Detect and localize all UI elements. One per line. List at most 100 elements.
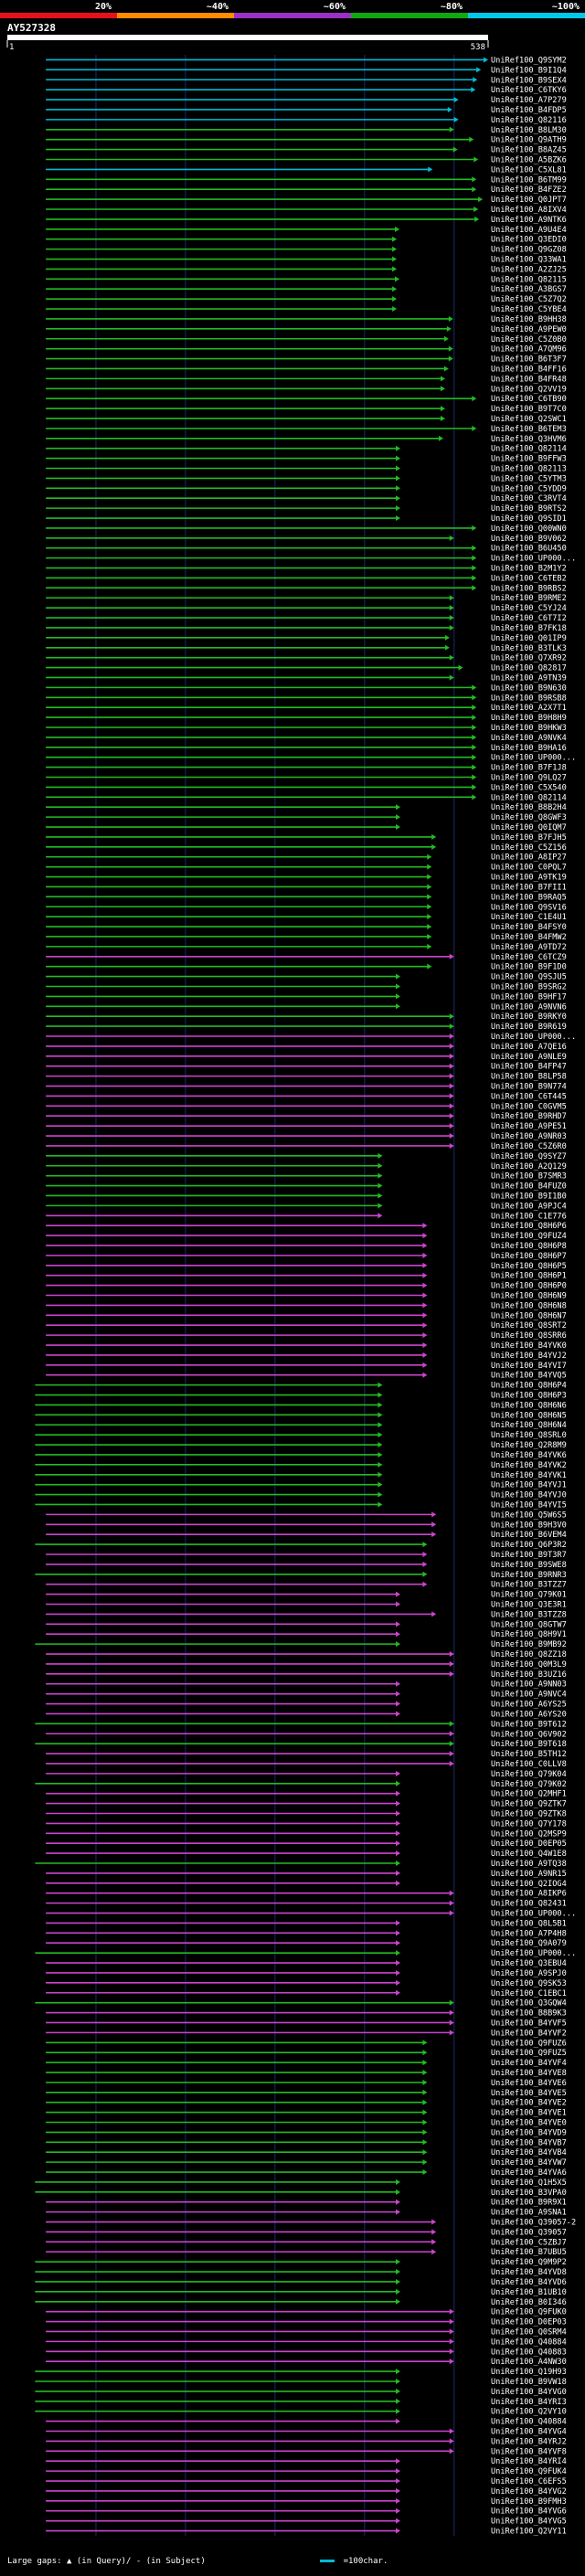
- hit-label[interactable]: UniRef100_Q8H6P7: [491, 1252, 567, 1261]
- hit-label[interactable]: UniRef100_Q8SRL0: [491, 1431, 567, 1440]
- hit-label[interactable]: UniRef100_Q9SYZ7: [491, 1152, 567, 1161]
- hit-label[interactable]: UniRef100_B6TM99: [491, 175, 567, 185]
- hit-label[interactable]: UniRef100_Q9ZTK8: [491, 1809, 567, 1818]
- hit-label[interactable]: UniRef100_B9RAQ5: [491, 893, 567, 902]
- hit-label[interactable]: UniRef100_B4FZE2: [491, 186, 567, 195]
- hit-label[interactable]: UniRef100_A9NVN6: [491, 1002, 567, 1012]
- hit-label[interactable]: UniRef100_Q9A079: [491, 1939, 567, 1948]
- hit-label[interactable]: UniRef100_B4YVG6: [491, 2507, 567, 2517]
- hit-label[interactable]: UniRef100_B9HH38: [491, 315, 567, 324]
- hit-label[interactable]: UniRef100_C5YJ24: [491, 604, 567, 613]
- hit-label[interactable]: UniRef100_Q8GTW7: [491, 1620, 567, 1629]
- hit-label[interactable]: UniRef100_Q82113: [491, 465, 567, 474]
- hit-label[interactable]: UniRef100_B4YVJ1: [491, 1481, 567, 1490]
- hit-label[interactable]: UniRef100_Q8H6P4: [491, 1382, 567, 1391]
- hit-label[interactable]: UniRef100_C6TKY6: [491, 86, 567, 95]
- hit-label[interactable]: UniRef100_Q9FUK0: [491, 2308, 567, 2317]
- hit-label[interactable]: UniRef100_B4YVJ0: [491, 1491, 567, 1500]
- hit-label[interactable]: UniRef100_B9SWE8: [491, 1561, 567, 1570]
- hit-label[interactable]: UniRef100_B9FMH3: [491, 2497, 567, 2507]
- hit-label[interactable]: UniRef100_B4YVD6: [491, 2278, 567, 2287]
- hit-label[interactable]: UniRef100_Q3EBU4: [491, 1959, 567, 1968]
- hit-label[interactable]: UniRef100_B6VEM4: [491, 1531, 567, 1540]
- hit-label[interactable]: UniRef100_B9R9X1: [491, 2199, 567, 2208]
- hit-label[interactable]: UniRef100_B6T3F7: [491, 355, 567, 365]
- hit-label[interactable]: UniRef100_B9N630: [491, 684, 567, 693]
- hit-label[interactable]: UniRef100_Q7Y178: [491, 1819, 567, 1829]
- hit-label[interactable]: UniRef100_C1E4U1: [491, 913, 567, 922]
- hit-label[interactable]: UniRef100_B4YVJ2: [491, 1352, 567, 1361]
- hit-label[interactable]: UniRef100_A9TD72: [491, 943, 567, 952]
- hit-label[interactable]: UniRef100_B4YVW7: [491, 2158, 567, 2168]
- hit-label[interactable]: UniRef100_B4YVE1: [491, 2109, 567, 2118]
- hit-label[interactable]: UniRef100_Q2SWC1: [491, 415, 567, 424]
- hit-label[interactable]: UniRef100_Q0SRM4: [491, 2327, 567, 2337]
- hit-label[interactable]: UniRef100_Q9FUK4: [491, 2467, 567, 2476]
- hit-label[interactable]: UniRef100_B8B9K3: [491, 2009, 567, 2019]
- hit-label[interactable]: UniRef100_C0GVM5: [491, 1102, 567, 1111]
- hit-label[interactable]: UniRef100_C0PQL7: [491, 864, 567, 873]
- hit-label[interactable]: UniRef100_B4YVK6: [491, 1451, 567, 1460]
- hit-label[interactable]: UniRef100_C6TCZ9: [491, 953, 567, 962]
- hit-label[interactable]: UniRef100_A3BGS7: [491, 285, 567, 294]
- hit-label[interactable]: UniRef100_A9PJC4: [491, 1202, 567, 1211]
- hit-label[interactable]: UniRef100_Q82115: [491, 275, 567, 284]
- hit-label[interactable]: UniRef100_A9PEW0: [491, 325, 567, 334]
- hit-label[interactable]: UniRef100_D0EP05: [491, 1839, 567, 1849]
- hit-label[interactable]: UniRef100_B4FR48: [491, 375, 567, 384]
- hit-label[interactable]: UniRef100_Q2VY11: [491, 2528, 567, 2536]
- hit-label[interactable]: UniRef100_B3TLK3: [491, 644, 567, 653]
- hit-label[interactable]: UniRef100_B9I1Q4: [491, 66, 567, 75]
- hit-label[interactable]: UniRef100_B9HA16: [491, 744, 567, 753]
- hit-label[interactable]: UniRef100_B9HF17: [491, 992, 567, 1002]
- hit-label[interactable]: UniRef100_B9H3V0: [491, 1521, 567, 1530]
- hit-label[interactable]: UniRef100_A6YS20: [491, 1710, 567, 1719]
- hit-label[interactable]: UniRef100_C6T7I2: [491, 614, 567, 623]
- hit-label[interactable]: UniRef100_B4YVE6: [491, 2079, 567, 2088]
- hit-label[interactable]: UniRef100_B3TZZ8: [491, 1610, 567, 1619]
- hit-label[interactable]: UniRef100_UP000...: [491, 754, 576, 763]
- hit-label[interactable]: UniRef100_C5ZBJ7: [491, 2238, 567, 2247]
- hit-label[interactable]: UniRef100_B3VPA0: [491, 2189, 567, 2198]
- hit-label[interactable]: UniRef100_B8LM30: [491, 126, 567, 135]
- hit-label[interactable]: UniRef100_A9U4E4: [491, 226, 567, 235]
- hit-label[interactable]: UniRef100_B4YRI4: [491, 2457, 567, 2466]
- hit-label[interactable]: UniRef100_B9FFW3: [491, 455, 567, 464]
- hit-label[interactable]: UniRef100_A9NVC4: [491, 1691, 567, 1700]
- hit-label[interactable]: UniRef100_B4YVI5: [491, 1500, 567, 1510]
- hit-label[interactable]: UniRef100_B4YVG2: [491, 2487, 567, 2496]
- hit-label[interactable]: UniRef100_B9RKY0: [491, 1012, 567, 1022]
- hit-label[interactable]: UniRef100_Q39057: [491, 2228, 567, 2237]
- hit-label[interactable]: UniRef100_Q6V902: [491, 1730, 567, 1739]
- hit-label[interactable]: UniRef100_UP000...: [491, 1910, 576, 1919]
- hit-label[interactable]: UniRef100_Q8H6P3: [491, 1392, 567, 1401]
- hit-label[interactable]: UniRef100_Q8L5B1: [491, 1919, 567, 1928]
- hit-label[interactable]: UniRef100_A9NR03: [491, 1132, 567, 1141]
- hit-label[interactable]: UniRef100_B9R619: [491, 1023, 567, 1032]
- hit-label[interactable]: UniRef100_Q82114: [491, 793, 567, 802]
- hit-label[interactable]: UniRef100_B4YVK2: [491, 1461, 567, 1470]
- hit-label[interactable]: UniRef100_B9HKW3: [491, 724, 567, 733]
- hit-label[interactable]: UniRef100_A9NVK4: [491, 734, 567, 743]
- hit-label[interactable]: UniRef100_Q2VY10: [491, 2408, 567, 2417]
- hit-label[interactable]: UniRef100_Q3EDI0: [491, 236, 567, 245]
- hit-label[interactable]: UniRef100_Q8SRR6: [491, 1331, 567, 1341]
- hit-label[interactable]: UniRef100_A9TN39: [491, 673, 567, 683]
- hit-label[interactable]: UniRef100_B4YRI3: [491, 2398, 567, 2407]
- hit-label[interactable]: UniRef100_Q82817: [491, 664, 567, 673]
- hit-label[interactable]: UniRef100_Q1H5X5: [491, 2178, 567, 2188]
- hit-label[interactable]: UniRef100_Q8H6P6: [491, 1222, 567, 1231]
- hit-label[interactable]: UniRef100_A2Q129: [491, 1162, 567, 1171]
- hit-label[interactable]: UniRef100_Q40884: [491, 2337, 567, 2347]
- hit-label[interactable]: UniRef100_B4FUZ0: [491, 1182, 567, 1192]
- hit-label[interactable]: UniRef100_B9H8H9: [491, 714, 567, 723]
- hit-label[interactable]: UniRef100_B7F1J8: [491, 764, 567, 773]
- hit-label[interactable]: UniRef100_Q39057-2: [491, 2219, 576, 2228]
- hit-label[interactable]: UniRef100_A7P4H8: [491, 1929, 567, 1938]
- hit-label[interactable]: UniRef100_Q79K01: [491, 1591, 567, 1600]
- hit-label[interactable]: UniRef100_A9NR15: [491, 1870, 567, 1879]
- hit-label[interactable]: UniRef100_B4YVB4: [491, 2148, 567, 2157]
- hit-label[interactable]: UniRef100_C6TEB2: [491, 574, 567, 583]
- hit-label[interactable]: UniRef100_Q8ZZ18: [491, 1650, 567, 1659]
- hit-label[interactable]: UniRef100_B4YVE5: [491, 2089, 567, 2098]
